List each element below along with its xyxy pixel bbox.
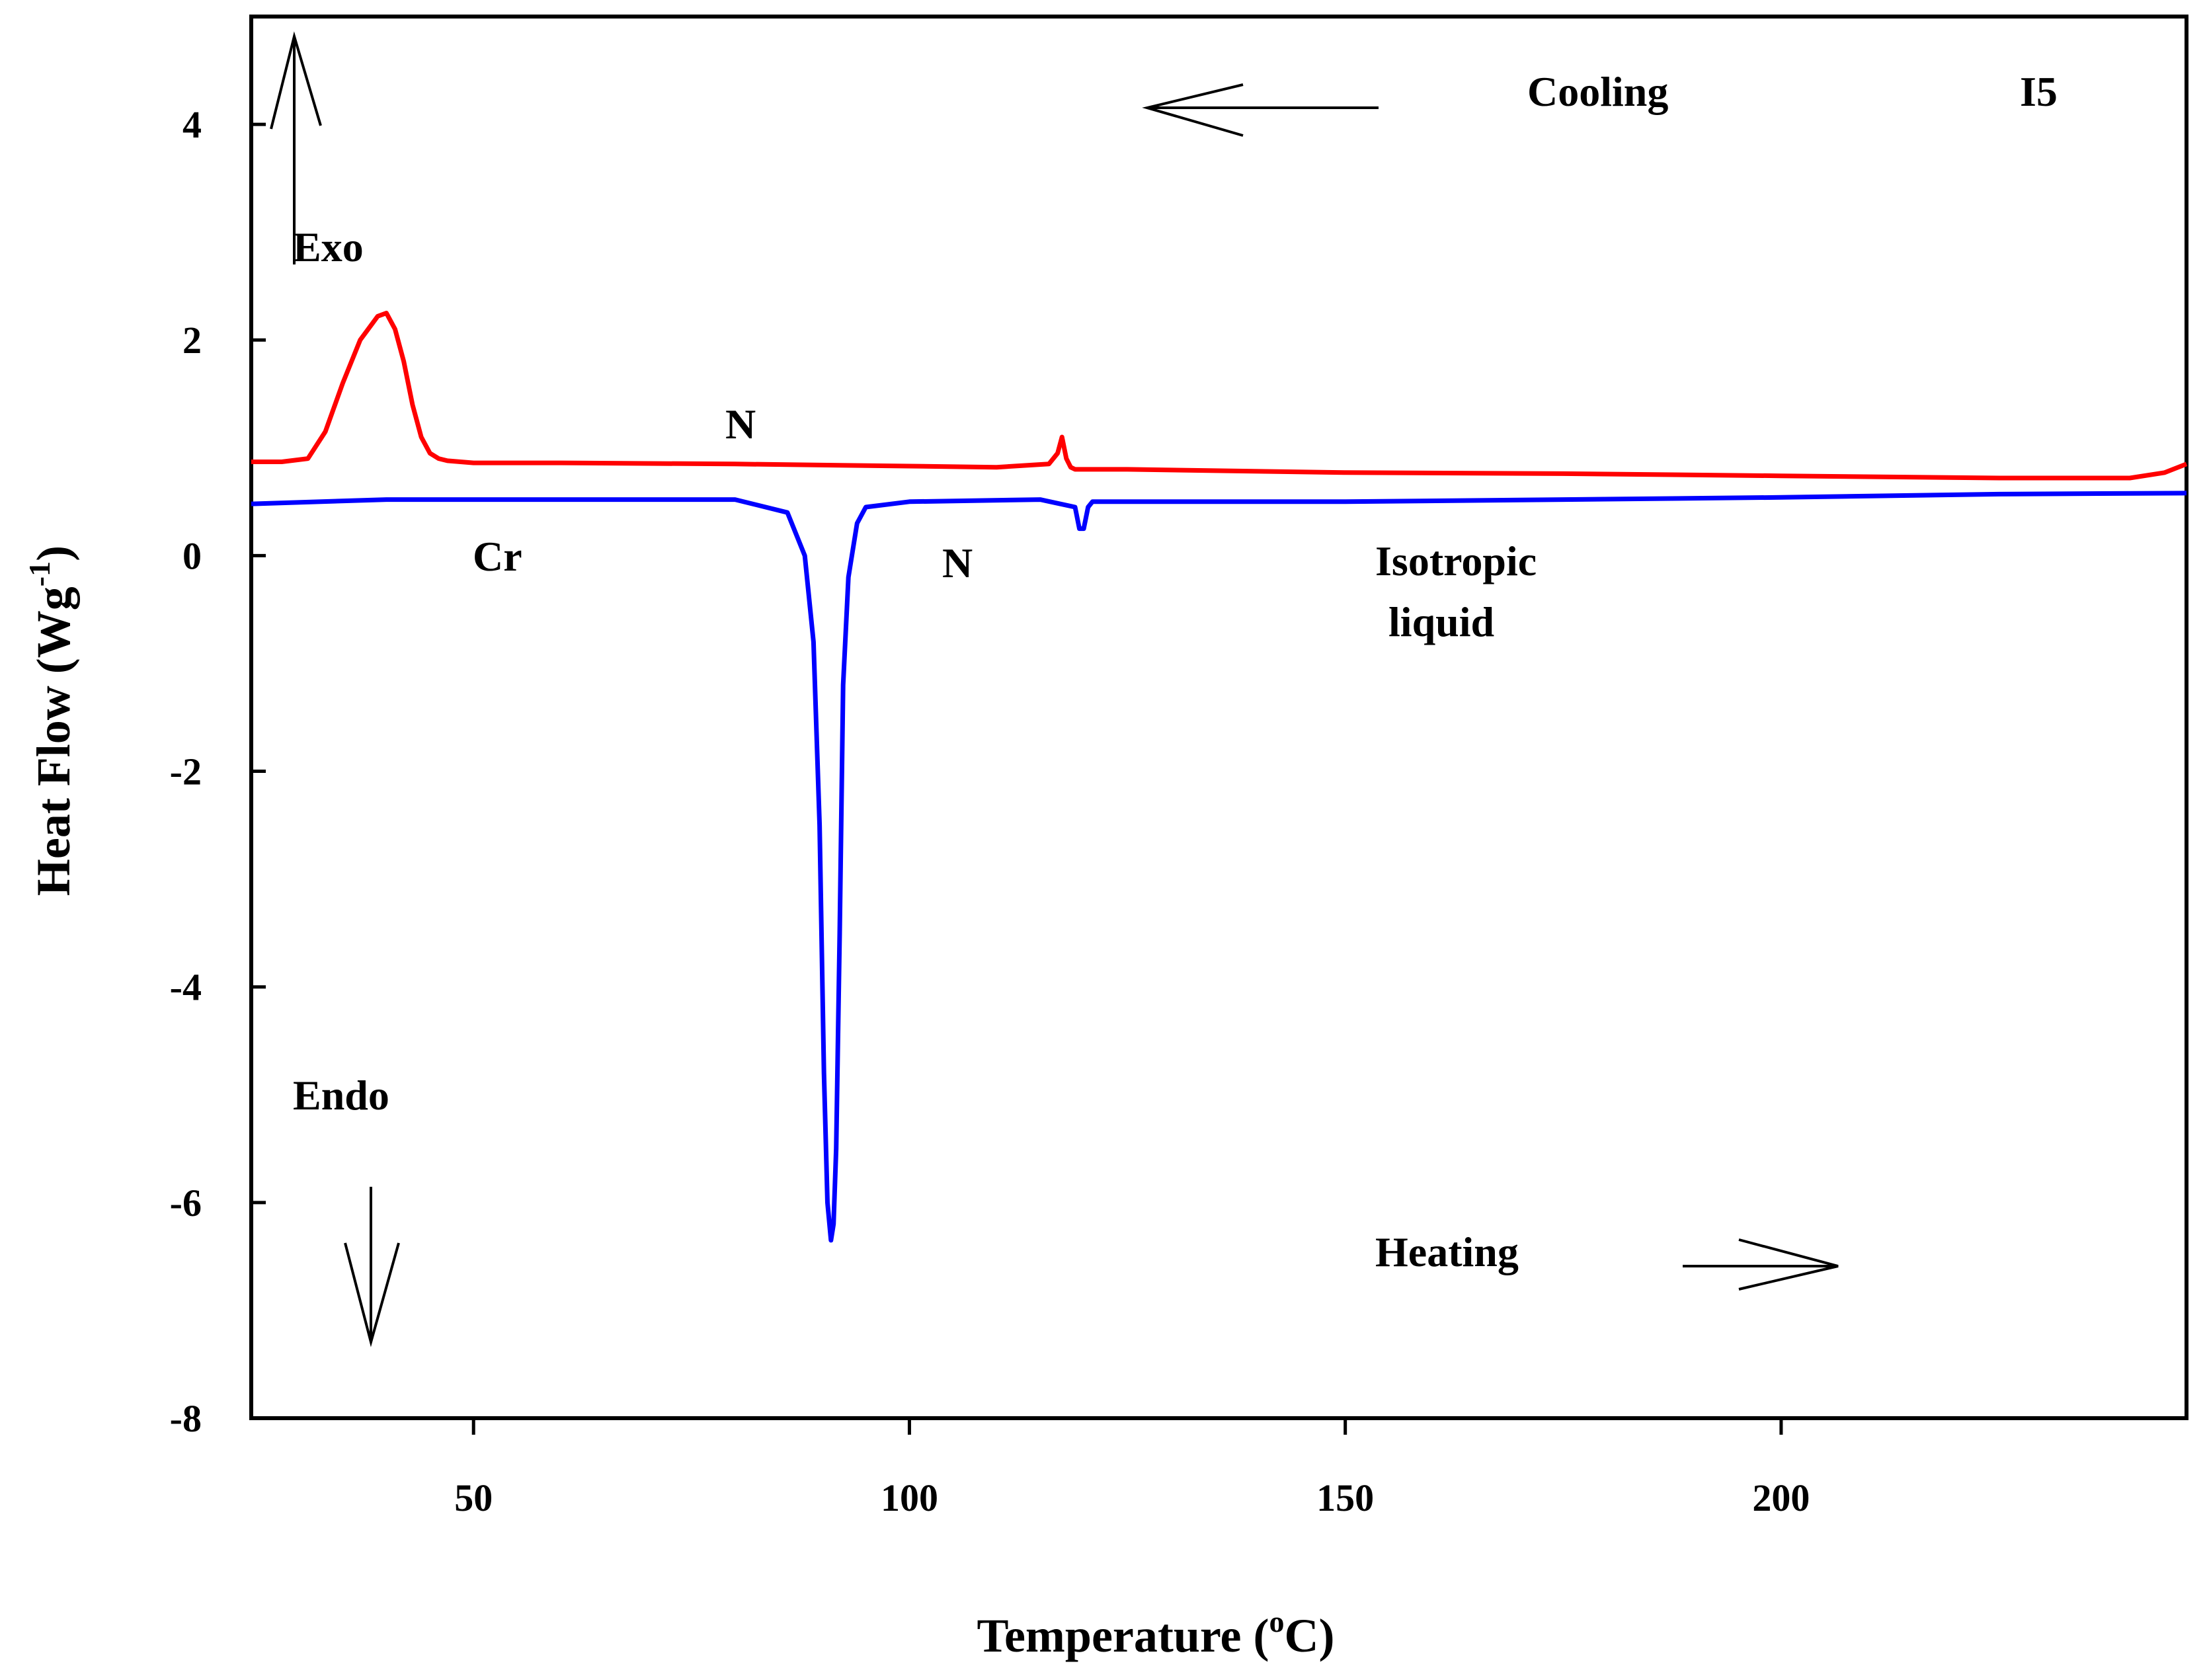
y-axis-ticks: 4 2 0 -2 -4 -6 -8: [170, 103, 266, 1440]
y-tick-label: 2: [182, 319, 202, 362]
annotation-isotropic: Isotropic: [1375, 538, 1537, 584]
exo-up-arrow: [270, 31, 322, 264]
annotation-phase-n-cooling: N: [725, 401, 756, 448]
plot-area-frame: [249, 15, 2188, 1420]
series-line-heating: [251, 491, 2187, 1243]
annotation-exo: Exo: [293, 223, 364, 270]
annotation-liquid: liquid: [1388, 598, 1494, 645]
endo-down-arrow: [344, 1187, 400, 1347]
annotation-cooling: Cooling: [1527, 68, 1668, 115]
x-tick-label: 200: [1752, 1476, 1810, 1519]
x-axis-title: Temperature (oC): [977, 1605, 1335, 1662]
series-line-cooling: [251, 311, 2188, 481]
cooling-direction-arrow: [1142, 83, 1379, 137]
annotation-endo: Endo: [293, 1072, 389, 1119]
annotation-sample-id: I5: [2020, 68, 2058, 115]
annotation-phase-n-heating: N: [942, 540, 973, 586]
y-tick-label: -6: [170, 1181, 202, 1224]
annotation-phase-cr: Cr: [473, 533, 522, 580]
x-tick-label: 100: [881, 1476, 938, 1519]
x-tick-label: 50: [454, 1476, 493, 1519]
y-tick-label: -2: [170, 750, 202, 793]
x-axis-ticks: 50 100 150 200: [454, 1418, 1810, 1519]
y-tick-label: -8: [170, 1397, 202, 1440]
y-tick-label: 0: [182, 534, 202, 577]
annotation-heating: Heating: [1375, 1228, 1519, 1275]
heating-direction-arrow: [1683, 1238, 1839, 1291]
y-tick-label: -4: [170, 966, 202, 1009]
y-tick-label: 4: [182, 103, 202, 146]
y-axis-title: Heat Flow (Wg-1): [22, 545, 80, 896]
x-tick-label: 150: [1316, 1476, 1374, 1519]
